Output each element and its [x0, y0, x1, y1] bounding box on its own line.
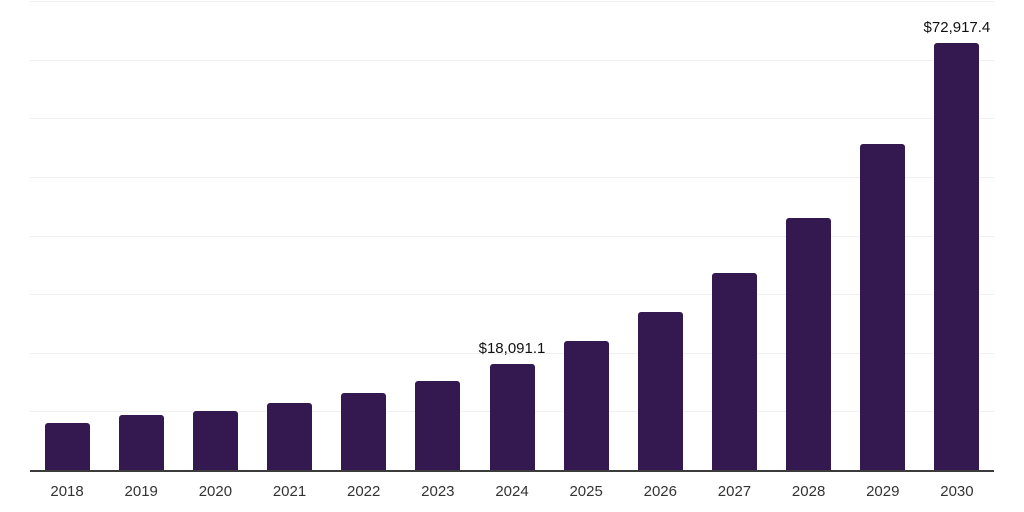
bar-2018 — [44, 423, 90, 470]
x-tick-label-2021: 2021 — [272, 483, 307, 500]
bar-2027 — [711, 273, 757, 470]
x-tick-label-2028: 2028 — [791, 483, 826, 500]
bar-2019 — [118, 414, 164, 470]
x-tick-label-2020: 2020 — [198, 483, 233, 500]
gridline-30000 — [30, 294, 994, 296]
bar-2020 — [192, 411, 238, 470]
gridline-20000 — [30, 352, 994, 354]
gridline-80000 — [30, 1, 994, 2]
bar-2028 — [786, 218, 832, 470]
data-label-2024: $18,091.1 — [478, 339, 546, 357]
x-tick-label-2027: 2027 — [717, 483, 752, 500]
bar-2022 — [341, 393, 387, 470]
gridline-50000 — [30, 176, 994, 178]
gridline-60000 — [30, 118, 994, 120]
data-label-2030: $72,917.4 — [923, 18, 991, 36]
bar-2030 — [934, 42, 980, 470]
x-tick-label-2024: 2024 — [495, 483, 529, 500]
bar-2023 — [415, 381, 461, 470]
x-tick-label-2018: 2018 — [50, 483, 84, 500]
x-tick-label-2022: 2022 — [347, 483, 381, 500]
x-axis-line — [30, 470, 994, 472]
gridline-70000 — [30, 59, 994, 61]
bar-2026 — [637, 312, 683, 470]
gridline-40000 — [30, 235, 994, 237]
bar-2024 — [489, 363, 535, 470]
x-tick-label-2023: 2023 — [421, 483, 455, 500]
bar-2029 — [860, 144, 906, 470]
x-tick-label-2029: 2029 — [866, 483, 900, 500]
bar-2021 — [267, 403, 313, 470]
bar-2025 — [563, 341, 609, 470]
x-tick-label-2030: 2030 — [940, 483, 974, 500]
x-tick-label-2019: 2019 — [124, 483, 158, 500]
x-tick-label-2026: 2026 — [643, 483, 677, 500]
x-tick-label-2025: 2025 — [569, 483, 603, 500]
